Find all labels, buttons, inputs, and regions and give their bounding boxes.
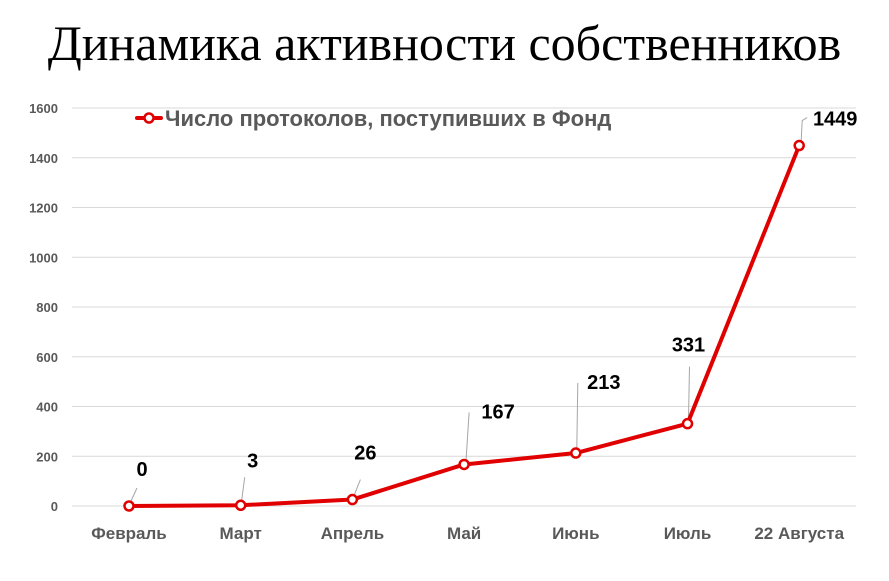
data-label: 331 [672, 335, 705, 357]
y-axis-ticks: 0 200 400 600 800 1000 1200 1400 1600 [29, 101, 58, 514]
data-label-leader [800, 117, 808, 141]
x-tick-label: Май [447, 524, 481, 543]
legend-label: Число протоколов, поступивших в Фонд [165, 106, 611, 131]
data-label-leader [576, 383, 579, 449]
data-label: 26 [354, 443, 376, 465]
x-tick-label: Июнь [552, 524, 599, 543]
data-point [346, 493, 359, 506]
gridlines [72, 107, 856, 507]
data-point [681, 417, 694, 430]
data-label-leader [130, 487, 138, 502]
chart-title: Динамика активности собственников [47, 15, 842, 71]
data-label: 3 [247, 450, 258, 472]
x-tick-label: 22 Августа [754, 524, 844, 543]
legend: Число протоколов, поступивших в Фонд [135, 106, 611, 131]
y-tick-label: 1000 [29, 250, 58, 265]
data-point [234, 499, 247, 512]
data-labels: 0 3 26 167 213 331 1449 [136, 109, 857, 481]
legend-marker [143, 112, 155, 124]
data-label-leader [465, 412, 470, 460]
x-tick-label: Март [220, 524, 262, 543]
y-tick-label: 1600 [29, 101, 58, 116]
data-label: 0 [136, 459, 147, 481]
y-tick-label: 200 [36, 449, 58, 464]
y-tick-label: 0 [51, 499, 58, 514]
data-label: 167 [481, 401, 514, 423]
data-point [458, 458, 470, 471]
y-tick-label: 600 [36, 350, 58, 365]
data-point [570, 447, 582, 459]
data-label-leader [688, 366, 690, 419]
y-tick-label: 1400 [29, 151, 58, 166]
data-label: 213 [587, 372, 620, 394]
x-tick-label: Апрель [321, 524, 385, 543]
x-tick-label: Июль [664, 524, 712, 543]
x-tick-label: Февраль [91, 524, 167, 543]
data-label-leader [241, 477, 246, 501]
y-tick-label: 1200 [29, 201, 58, 216]
data-label-leaders [130, 117, 808, 502]
data-point [793, 139, 805, 152]
x-axis-ticks: Февраль Март Апрель Май Июнь Июль 22 Августа [91, 524, 844, 543]
series-line [123, 139, 805, 512]
y-tick-label: 800 [36, 300, 58, 315]
data-label-leader [353, 479, 361, 495]
series-line-path [127, 143, 802, 508]
data-point [123, 500, 135, 512]
y-tick-label: 400 [36, 400, 58, 415]
data-label: 1449 [813, 109, 858, 131]
